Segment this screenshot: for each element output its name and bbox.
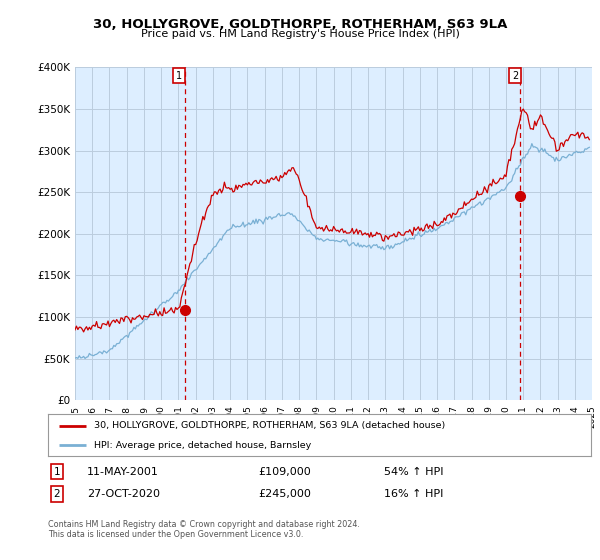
Text: 11-MAY-2001: 11-MAY-2001 xyxy=(87,466,159,477)
Text: 1: 1 xyxy=(53,466,61,477)
Text: 27-OCT-2020: 27-OCT-2020 xyxy=(87,489,160,499)
Text: 1: 1 xyxy=(176,71,182,81)
Text: HPI: Average price, detached house, Barnsley: HPI: Average price, detached house, Barn… xyxy=(94,441,311,450)
Text: 2: 2 xyxy=(53,489,61,499)
Text: £109,000: £109,000 xyxy=(258,466,311,477)
Text: Contains HM Land Registry data © Crown copyright and database right 2024.
This d: Contains HM Land Registry data © Crown c… xyxy=(48,520,360,539)
Text: 30, HOLLYGROVE, GOLDTHORPE, ROTHERHAM, S63 9LA (detached house): 30, HOLLYGROVE, GOLDTHORPE, ROTHERHAM, S… xyxy=(94,421,445,430)
Text: 16% ↑ HPI: 16% ↑ HPI xyxy=(384,489,443,499)
Text: £245,000: £245,000 xyxy=(258,489,311,499)
Text: 2: 2 xyxy=(512,71,518,81)
Text: 30, HOLLYGROVE, GOLDTHORPE, ROTHERHAM, S63 9LA: 30, HOLLYGROVE, GOLDTHORPE, ROTHERHAM, S… xyxy=(93,18,507,31)
Text: Price paid vs. HM Land Registry's House Price Index (HPI): Price paid vs. HM Land Registry's House … xyxy=(140,29,460,39)
Text: 54% ↑ HPI: 54% ↑ HPI xyxy=(384,466,443,477)
